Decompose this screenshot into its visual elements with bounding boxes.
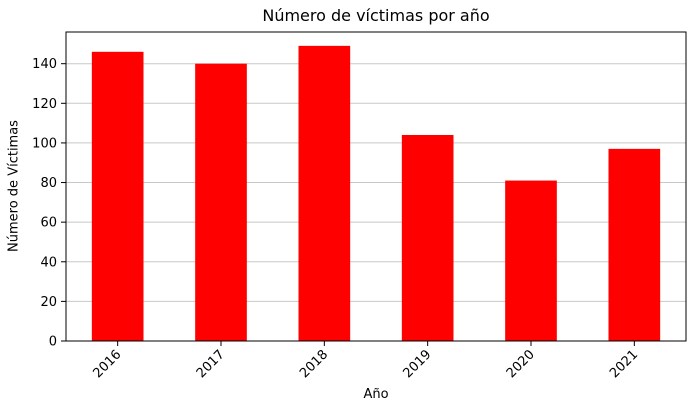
x-tick-label: 2021 [607, 347, 641, 381]
x-tick-label: 2019 [400, 347, 434, 381]
y-tick-label: 60 [40, 216, 57, 231]
y-tick-label: 40 [40, 255, 57, 270]
x-tick-label: 2016 [90, 347, 124, 381]
x-axis-label: Año [363, 387, 389, 402]
y-tick-label: 80 [40, 176, 57, 191]
bar [505, 180, 557, 341]
bar [401, 135, 454, 341]
plot-frame [65, 31, 687, 342]
bar [608, 148, 661, 341]
x-tick-label: 2017 [194, 347, 228, 381]
bar [298, 45, 351, 341]
y-tick-label: 0 [49, 335, 57, 350]
bar [91, 51, 144, 342]
bar [195, 63, 247, 341]
y-tick-label: 140 [32, 57, 57, 72]
x-tick-label: 2020 [504, 347, 538, 381]
y-tick-label: 20 [40, 295, 57, 310]
x-tick-label: 2018 [297, 347, 331, 381]
y-tick-label: 120 [32, 97, 57, 112]
y-tick-label: 100 [32, 136, 57, 151]
chart-title: Número de víctimas por año [262, 6, 490, 25]
